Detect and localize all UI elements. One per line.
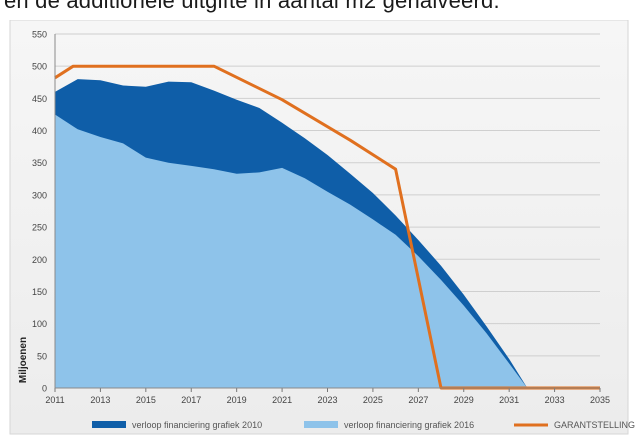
x-tick-label: 2035 bbox=[590, 395, 610, 405]
y-tick-label: 300 bbox=[32, 190, 47, 200]
x-tick-label: 2017 bbox=[181, 395, 201, 405]
legend-swatch bbox=[92, 421, 126, 428]
x-tick-label: 2029 bbox=[454, 395, 474, 405]
y-tick-label: 500 bbox=[32, 62, 47, 72]
legend-label: GARANTSTELLING bbox=[554, 420, 635, 430]
x-tick-label: 2011 bbox=[45, 395, 64, 405]
legend-swatch bbox=[304, 421, 338, 428]
y-tick-label: 450 bbox=[32, 94, 47, 104]
legend-label: verloop financiering grafiek 2016 bbox=[344, 420, 474, 430]
chart-figure: 0 50 100 150 200 250 300 350 400 450 500 550 2011 201… bbox=[0, 19, 640, 438]
x-tick-label: 2023 bbox=[317, 395, 337, 405]
y-tick-label: 0 bbox=[42, 384, 47, 394]
y-tick-label: 250 bbox=[32, 223, 47, 233]
x-tick-label: 2019 bbox=[227, 395, 247, 405]
x-tick-label: 2021 bbox=[272, 395, 292, 405]
x-tick-label: 2013 bbox=[90, 395, 110, 405]
legend: verloop financiering grafiek 2010 verloop… bbox=[92, 420, 635, 430]
x-tick-label: 2025 bbox=[363, 395, 383, 405]
series-areas bbox=[55, 79, 528, 388]
x-tick-label: 2027 bbox=[408, 395, 428, 405]
x-tick-label: 2033 bbox=[545, 395, 565, 405]
y-tick-label: 200 bbox=[32, 255, 47, 265]
series-lines bbox=[54, 64, 600, 390]
area-series-2 bbox=[55, 114, 528, 388]
legend-label: verloop financiering grafiek 2010 bbox=[132, 420, 262, 430]
y-axis-label: Miljoenen bbox=[18, 337, 29, 383]
y-tick-label: 400 bbox=[32, 126, 47, 136]
area-chart: 0 50 100 150 200 250 300 350 400 450 500 550 2011 201… bbox=[0, 19, 640, 438]
axes: 0 50 100 150 200 250 300 350 400 450 500 550 2011 201… bbox=[32, 30, 610, 406]
y-tick-label: 50 bbox=[37, 351, 47, 361]
y-tick-label: 100 bbox=[32, 319, 47, 329]
line-series-garantstelling bbox=[54, 64, 600, 390]
y-tick-label: 550 bbox=[32, 30, 47, 40]
cropped-heading-text: en de additionele uitgifte in aantal m2 … bbox=[4, 0, 500, 13]
y-tick-label: 150 bbox=[32, 287, 47, 297]
x-tick-label: 2031 bbox=[499, 395, 519, 405]
y-tick-label: 350 bbox=[32, 158, 47, 168]
x-tick-label: 2015 bbox=[136, 395, 156, 405]
